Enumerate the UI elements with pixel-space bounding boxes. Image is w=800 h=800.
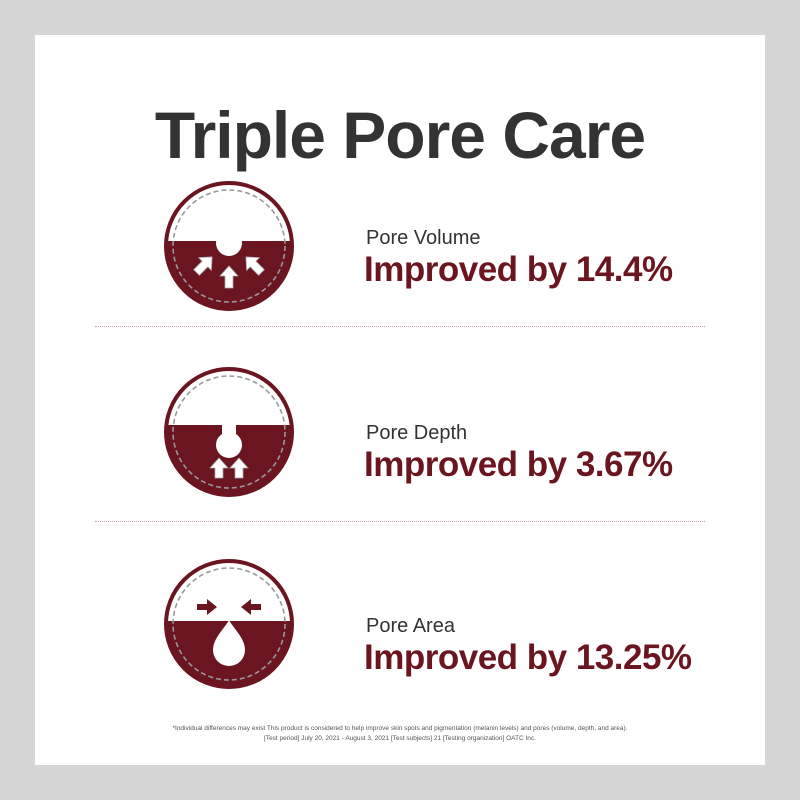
pore-area-row: Pore Area Improved by 13.25%	[35, 557, 765, 697]
divider	[95, 326, 705, 327]
pore-area-icon	[164, 559, 294, 689]
item-label: Pore Area	[366, 615, 455, 637]
page-title: Triple Pore Care	[154, 98, 646, 172]
pore-volume-icon	[164, 181, 294, 311]
item-label: Pore Volume	[366, 227, 481, 249]
footnote: *Individual differences may exist This p…	[35, 724, 765, 744]
item-value: Improved by 13.25%	[364, 638, 692, 677]
pore-volume-row: Pore Volume Improved by 14.4%	[35, 179, 765, 319]
infographic-card: Triple Pore Care Pore Volume Improved by…	[35, 35, 765, 765]
pore-depth-row: Pore Depth Improved by 3.67%	[35, 365, 765, 505]
footnote-line-1: *Individual differences may exist This p…	[172, 725, 628, 732]
pore-depth-icon	[164, 367, 294, 497]
divider	[95, 521, 705, 522]
item-label: Pore Depth	[366, 422, 468, 444]
item-value: Improved by 3.67%	[364, 445, 673, 484]
item-value: Improved by 14.4%	[364, 250, 673, 289]
footnote-line-2: [Test period] July 20, 2021 - August 3, …	[264, 735, 536, 742]
